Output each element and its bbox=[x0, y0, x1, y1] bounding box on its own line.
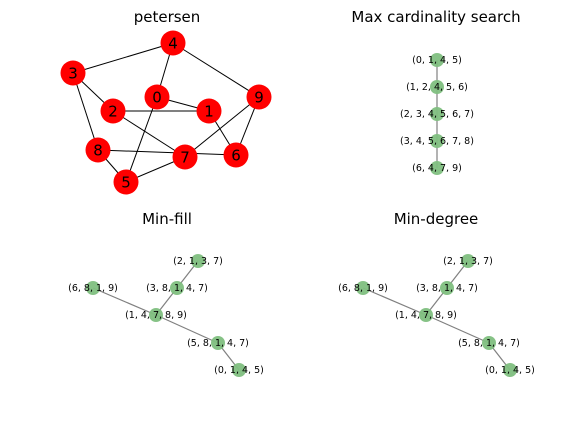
node-4 bbox=[160, 30, 186, 56]
node-9 bbox=[246, 84, 272, 110]
node-e bbox=[211, 336, 225, 350]
max-cardinality-tree: (0, 1, 4, 5) (1, 2, 4, 5, 6) (2, 3, 4, 5, … bbox=[400, 53, 474, 175]
node-a bbox=[461, 254, 475, 268]
node-label-b: (3, 8, 1, 4, 7) bbox=[416, 283, 478, 294]
node-7 bbox=[172, 144, 198, 170]
node-d bbox=[419, 308, 433, 322]
node-b bbox=[440, 281, 454, 295]
node-label-0: 0 bbox=[152, 89, 162, 107]
node-label-f: (0, 1, 4, 5) bbox=[485, 365, 535, 376]
node-3 bbox=[60, 60, 86, 86]
edge-3-4 bbox=[72, 42, 174, 74]
edge-d-e bbox=[425, 314, 490, 344]
node-f bbox=[503, 363, 517, 377]
edge-c-d bbox=[362, 287, 427, 316]
node-b bbox=[430, 80, 444, 94]
node-label-8: 8 bbox=[93, 142, 103, 160]
node-label-a: (2, 1, 3, 7) bbox=[443, 256, 493, 267]
node-label-d: (1, 4, 7, 8, 9) bbox=[125, 310, 187, 321]
node-label-c: (6, 8, 1, 9) bbox=[68, 283, 118, 294]
node-6 bbox=[223, 142, 249, 168]
node-c bbox=[356, 281, 370, 295]
node-label-6: 6 bbox=[231, 147, 241, 165]
edge-2-7 bbox=[112, 110, 186, 158]
node-label-3: 3 bbox=[68, 65, 78, 83]
node-0 bbox=[144, 84, 170, 110]
node-a bbox=[191, 254, 205, 268]
panel-title-min-degree: Min-degree bbox=[394, 210, 479, 228]
node-label-b: (3, 8, 1, 4, 7) bbox=[146, 283, 208, 294]
node-d bbox=[149, 308, 163, 322]
node-label-5: 5 bbox=[121, 174, 131, 192]
node-label-9: 9 bbox=[254, 89, 264, 107]
node-label-e: (5, 8, 1, 4, 7) bbox=[187, 338, 249, 349]
node-label-1: 1 bbox=[204, 103, 214, 121]
edge-4-9 bbox=[172, 42, 260, 98]
node-label-f: (0, 1, 4, 5) bbox=[214, 365, 264, 376]
node-a bbox=[430, 53, 444, 67]
edge-3-8 bbox=[72, 72, 99, 151]
petersen-graph: 0 1 2 3 4 5 6 7 8 9 bbox=[60, 30, 272, 195]
node-label-2: 2 bbox=[108, 103, 118, 121]
node-label-a: (2, 1, 3, 7) bbox=[173, 256, 223, 267]
edge-0-5 bbox=[125, 96, 158, 183]
panel-title-min-fill: Min-fill bbox=[142, 210, 192, 228]
edge-7-9 bbox=[184, 96, 260, 158]
node-e bbox=[430, 161, 444, 175]
node-b bbox=[170, 281, 184, 295]
node-c bbox=[86, 281, 100, 295]
panel-title-petersen: petersen bbox=[134, 8, 201, 26]
node-label-d: (3, 4, 5, 6, 7, 8) bbox=[400, 136, 474, 147]
min-fill-tree: (2, 1, 3, 7) (3, 8, 1, 4, 7) (6, 8, 1, 9) (… bbox=[68, 254, 264, 377]
edge-d-e bbox=[155, 314, 219, 344]
node-8 bbox=[85, 137, 111, 163]
node-f bbox=[232, 363, 246, 377]
node-label-7: 7 bbox=[180, 149, 190, 167]
node-d bbox=[430, 134, 444, 148]
node-label-c: (6, 8, 1, 9) bbox=[338, 283, 388, 294]
node-2 bbox=[100, 98, 126, 124]
node-e bbox=[482, 336, 496, 350]
node-1 bbox=[196, 98, 222, 124]
node-label-e: (5, 8, 1, 4, 7) bbox=[458, 338, 520, 349]
node-label-a: (0, 1, 4, 5) bbox=[412, 55, 462, 66]
edge-6-8 bbox=[97, 149, 237, 156]
min-degree-tree: (2, 1, 3, 7) (3, 8, 1, 4, 7) (6, 8, 1, 9) (… bbox=[338, 254, 535, 377]
node-5 bbox=[113, 169, 139, 195]
node-label-e: (6, 4, 7, 9) bbox=[412, 163, 462, 174]
node-label-c: (2, 3, 4, 5, 6, 7) bbox=[400, 109, 474, 120]
edge-c-d bbox=[92, 287, 157, 316]
node-label-d: (1, 4, 7, 8, 9) bbox=[395, 310, 457, 321]
node-c bbox=[430, 107, 444, 121]
panel-title-max-cardinality: Max cardinality search bbox=[351, 8, 520, 26]
node-label-4: 4 bbox=[168, 35, 178, 53]
node-label-b: (1, 2, 4, 5, 6) bbox=[406, 82, 468, 93]
